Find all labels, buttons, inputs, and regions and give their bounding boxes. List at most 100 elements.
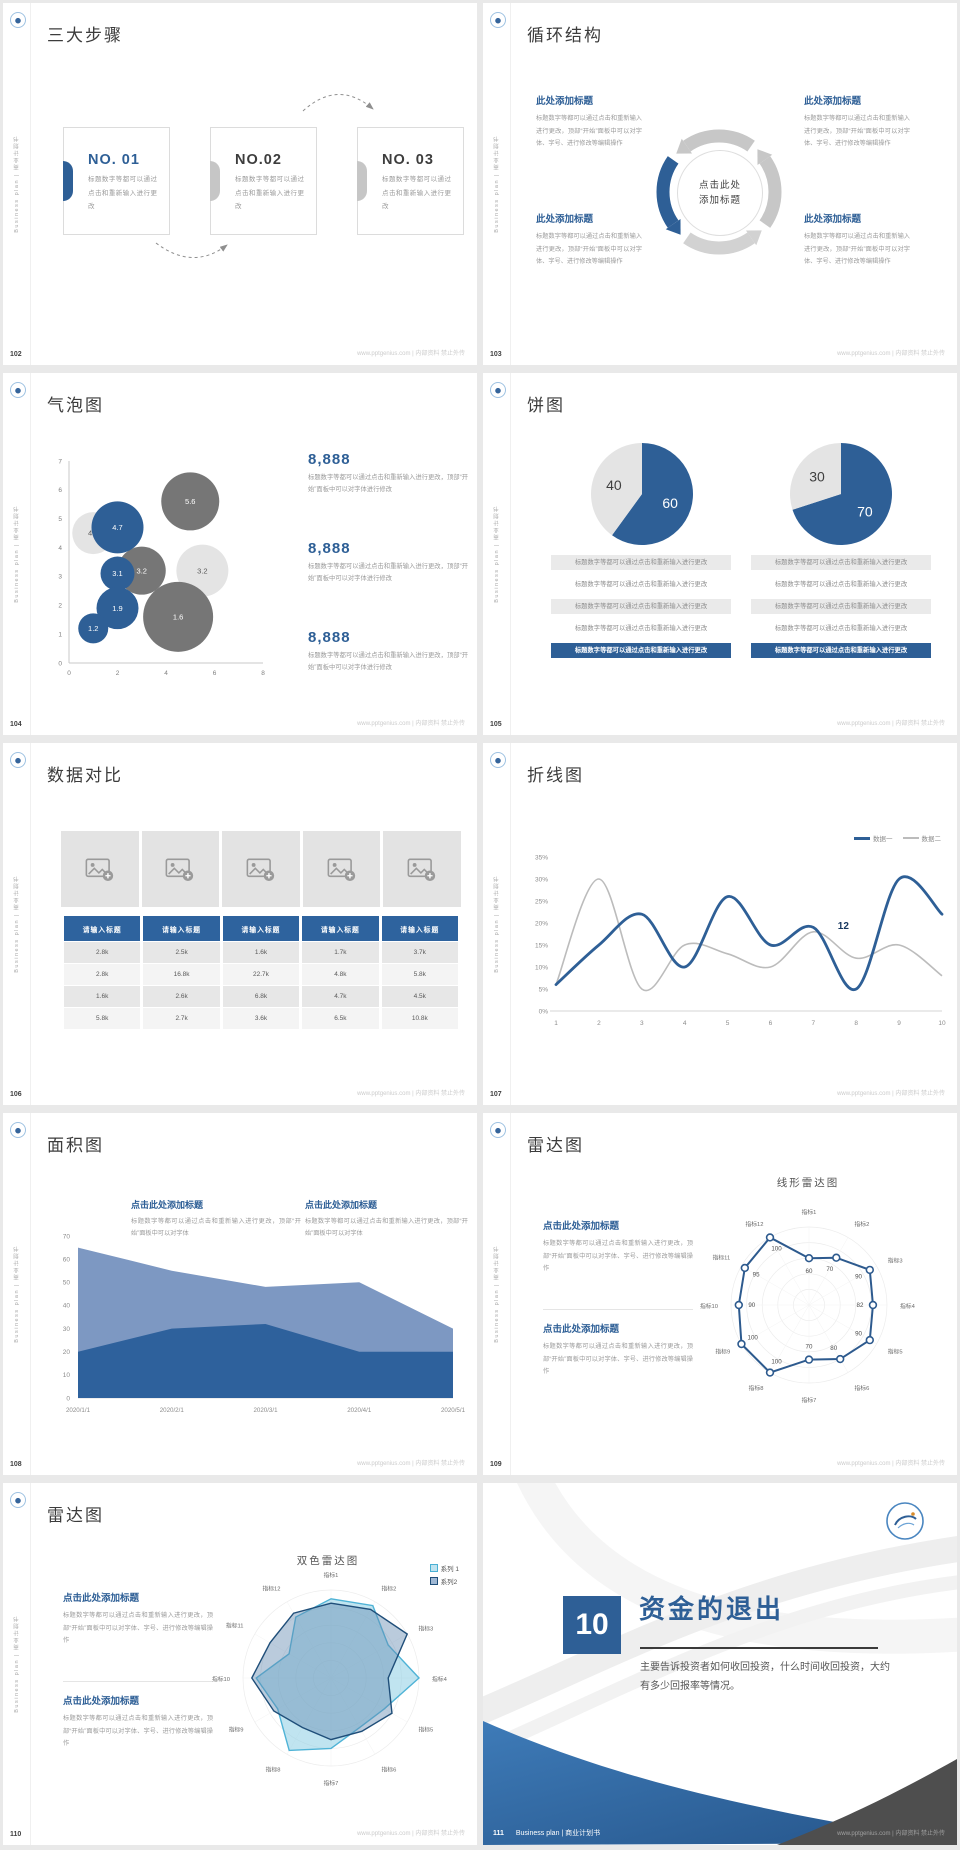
table-cell: 2.8k	[64, 942, 141, 963]
table-cell: 4.5k	[381, 986, 458, 1007]
legend-label: 数据一	[873, 836, 893, 843]
table-cell: 1.6k	[222, 942, 300, 963]
bubble-chart-svg: 01234567024684.55.63.23.21.64.73.11.91.2	[58, 458, 265, 677]
series2-swatch	[429, 1577, 438, 1585]
table-row: 2.8k 16.8k 22.7k 4.8k 5.8k	[64, 964, 458, 985]
block-heading: 此处添加标题	[536, 214, 594, 225]
block-body: 标题数字等都可以通过点击和重新输入进行更改，顶部“开始”面板中可以对字体	[305, 1218, 468, 1238]
table-cell: 16.8k	[143, 964, 220, 985]
bubble-point	[176, 544, 229, 597]
brand-logo-icon	[490, 12, 506, 28]
svg-text:12: 12	[838, 921, 850, 932]
table-cell: 22.7k	[222, 964, 300, 985]
svg-text:7: 7	[58, 458, 62, 465]
svg-text:82: 82	[857, 1302, 864, 1309]
svg-text:6: 6	[769, 1020, 773, 1027]
image-placeholder	[141, 831, 220, 907]
pie-caption-row: 标题数字等都可以通过点击和重新输入进行更改	[751, 599, 931, 614]
slide-title: 面积图	[47, 1136, 104, 1155]
svg-text:指标5: 指标5	[888, 1348, 903, 1356]
stat-body: 标题数字等都可以通过点击和重新输入进行更改，顶部“开始”面板中可以对字体进行修改	[308, 652, 468, 672]
svg-text:100: 100	[771, 1358, 782, 1365]
table-cell: 2.7k	[143, 1008, 220, 1029]
svg-text:指标8: 指标8	[749, 1384, 764, 1392]
side-brand-text: Business plan | 商业计划书	[493, 875, 500, 973]
radar-text-block: 点击此处添加标题 标题数字等都可以通过点击和重新输入进行更改，顶部“开始”面板中…	[63, 1590, 213, 1648]
svg-text:3: 3	[58, 574, 62, 581]
svg-text:25%: 25%	[535, 898, 548, 905]
svg-text:40: 40	[606, 477, 622, 493]
section-body: 主要告诉投资者如何收回投资，什么时间收回投资，大约有多少回报率等情况。	[640, 1662, 890, 1692]
table-cell: 4.7k	[302, 986, 379, 1007]
table-cell: 6.5k	[302, 1008, 379, 1029]
footer-brand-text: Business plan | 商业计划书	[515, 1830, 601, 1837]
page-number: 106	[10, 1091, 22, 1098]
svg-text:指标7: 指标7	[802, 1396, 817, 1404]
step-body: 标题数字等都可以通过点击和重新输入进行更改	[382, 176, 451, 211]
radar-marker	[737, 1339, 746, 1349]
svg-text:4: 4	[683, 1020, 687, 1027]
bubble-point	[96, 587, 139, 630]
table-header-cell: 请输入标题	[302, 916, 379, 941]
svg-text:70: 70	[826, 1266, 833, 1273]
pie-chart-svg: 70 30	[790, 443, 892, 545]
radar-text-block: 点击此处添加标题 标题数字等都可以通过点击和重新输入进行更改，顶部“开始”面板中…	[543, 1321, 693, 1379]
pie-caption-row: 标题数字等都可以通过点击和重新输入进行更改	[574, 581, 708, 588]
radar-marker	[804, 1355, 814, 1364]
page-number: 107	[490, 1091, 502, 1098]
table-cell: 10.8k	[381, 1008, 458, 1029]
watermark: www.pptgenius.com | 内部资料 禁止外传	[357, 1831, 465, 1837]
slide-radar-dual: Business plan | 商业计划书 雷达图 点击此处添加标题 标题数字等…	[3, 1483, 477, 1845]
svg-text:1: 1	[554, 1020, 558, 1027]
svg-text:指标11: 指标11	[226, 1622, 244, 1630]
pie-caption-row: 标题数字等都可以通过点击和重新输入进行更改	[551, 643, 731, 658]
slide-title: 气泡图	[47, 396, 104, 415]
watermark: www.pptgenius.com | 内部资料 禁止外传	[837, 721, 945, 727]
table-cell: 2.8k	[64, 964, 141, 985]
svg-text:20%: 20%	[535, 920, 548, 927]
stat-value: 8,888	[308, 540, 351, 557]
svg-text:10: 10	[63, 1372, 71, 1379]
slide-title: 雷达图	[47, 1506, 104, 1525]
cycle-center-line2: 添加标题	[698, 195, 741, 206]
block-body: 标题数字等都可以通过点击和重新输入进行更改，顶部“开始”面板中可以对字体、字号、…	[543, 1343, 693, 1376]
svg-text:3.1: 3.1	[112, 569, 122, 578]
series-line-1	[554, 875, 944, 991]
side-brand-text: Business plan | 商业计划书	[493, 1245, 500, 1343]
svg-text:2020/1/1: 2020/1/1	[66, 1407, 91, 1414]
radar-marker	[832, 1253, 841, 1262]
radar-chart-svg: 指标1 指标2 指标3 指标4 指标5 指标6 指标7 指标8 指标9 指标10 指标11 指标12	[212, 1571, 448, 1787]
svg-text:指标3: 指标3	[418, 1625, 433, 1633]
brand-logo-icon	[490, 752, 506, 768]
side-brand-text: Business plan | 商业计划书	[13, 1245, 20, 1343]
svg-text:指标3: 指标3	[888, 1257, 903, 1265]
block-body: 标题数字等都可以通过点击和重新输入进行更改，顶部“开始”面板中可以对字体、字号、…	[804, 115, 910, 148]
svg-text:指标2: 指标2	[382, 1585, 397, 1593]
block-body: 标题数字等都可以通过点击和重新输入进行更改，顶部“开始”面板中可以对字体、字号、…	[804, 233, 910, 266]
series-line-2	[555, 878, 943, 992]
svg-text:0%: 0%	[539, 1008, 549, 1015]
svg-text:5.6: 5.6	[185, 497, 195, 506]
image-placeholder-icon	[327, 857, 355, 881]
block-heading: 点击此处添加标题	[305, 1200, 378, 1210]
side-brand-text: Business plan | 商业计划书	[493, 135, 500, 233]
pie-caption-list: 标题数字等都可以通过点击和重新输入进行更改标题数字等都可以通过点击和重新输入进行…	[551, 555, 731, 665]
radar-marker	[765, 1368, 775, 1377]
divider	[543, 1309, 693, 1310]
block-heading: 此处添加标题	[804, 96, 862, 107]
svg-text:10%: 10%	[535, 964, 548, 971]
table-header-cell: 请输入标题	[64, 916, 141, 941]
svg-text:30%: 30%	[535, 876, 548, 883]
pie-caption-list: 标题数字等都可以通过点击和重新输入进行更改 标题数字等都可以通过点击和重新输入进行…	[751, 555, 931, 665]
svg-text:6: 6	[213, 670, 217, 677]
svg-text:8: 8	[261, 670, 265, 677]
slide-pie-chart: Business plan | 商业计划书 饼图 60 40 70 30 标题数字等…	[483, 373, 957, 735]
page-number: 102	[10, 351, 22, 358]
slide-three-steps: Business plan | 商业计划书 三大步骤 NO. 01 标题数字等都…	[3, 3, 477, 365]
svg-text:6: 6	[58, 487, 62, 494]
step-number: NO. 01	[88, 152, 140, 168]
watermark: www.pptgenius.com | 内部资料 禁止外传	[357, 721, 465, 727]
image-placeholder-row	[61, 831, 461, 907]
block-body: 标题数字等都可以通过点击和重新输入进行更改，顶部“开始”面板中可以对字体、字号、…	[63, 1715, 213, 1748]
